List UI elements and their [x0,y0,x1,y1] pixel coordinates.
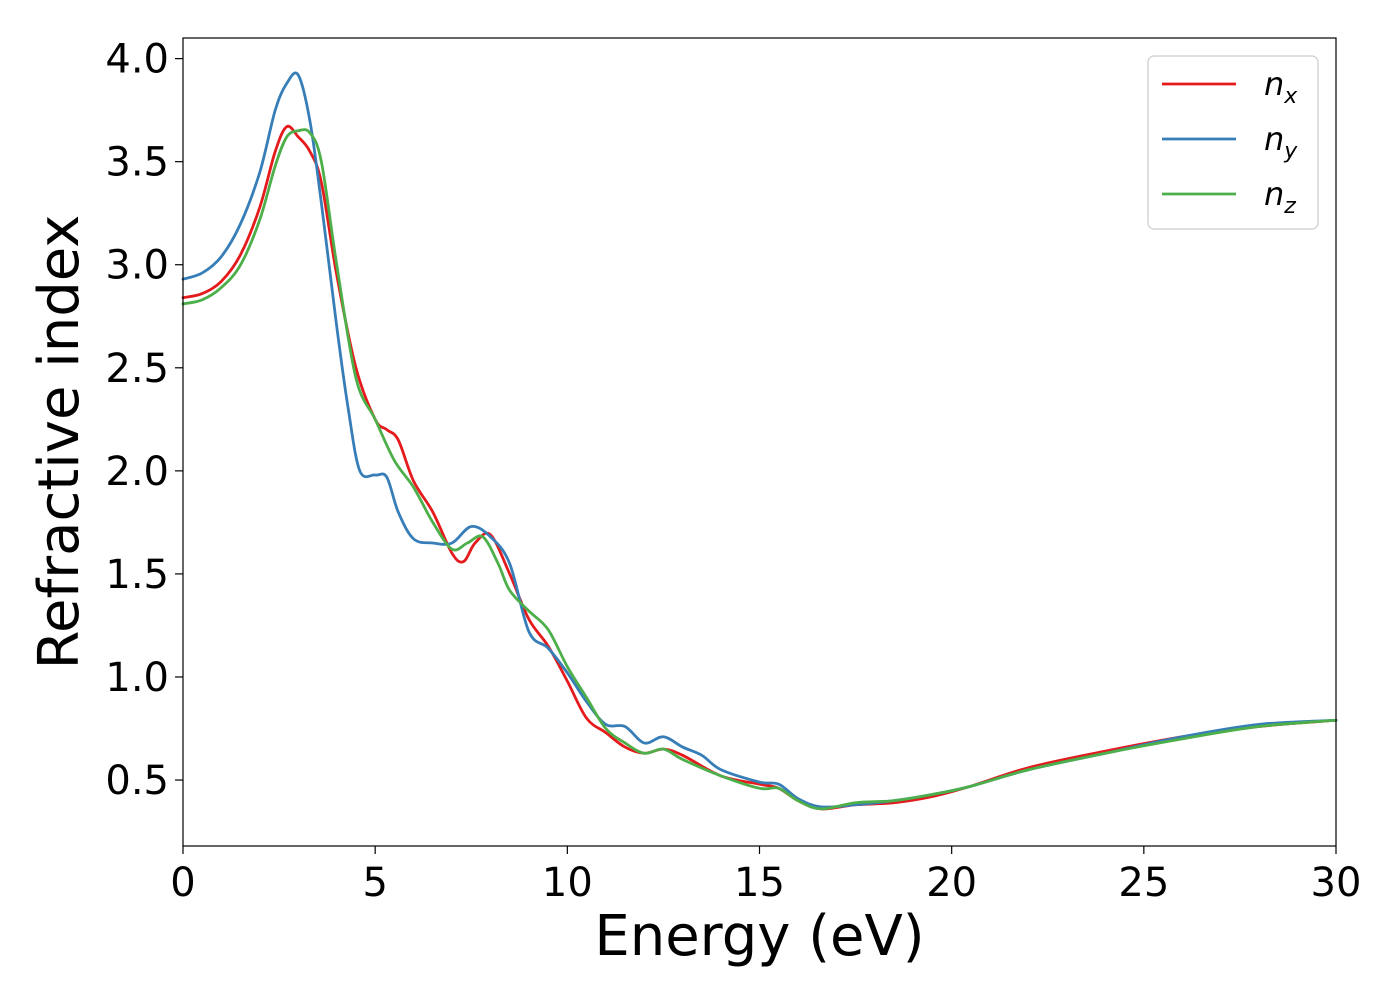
y-tick-label: 0.5 [105,758,169,804]
x-tick-label: 15 [734,860,785,906]
legend-label-subscript: x [1283,84,1298,109]
series-line-nx [181,124,1338,811]
y-tick-label: 2.0 [105,449,169,495]
legend-label-symbol: n [1264,120,1284,158]
series-line-nz [181,128,1338,811]
y-tick-label: 1.0 [105,655,169,701]
legend-label-subscript: z [1283,194,1296,219]
x-tick-label: 30 [1311,860,1362,906]
x-tick-label: 10 [542,860,593,906]
y-tick-label: 4.0 [105,37,169,83]
legend-label: ny [1264,120,1298,164]
x-tick-label: 25 [1118,860,1169,906]
y-tick-label: 3.5 [105,140,169,186]
series-layer [181,71,1338,811]
legend-label-subscript: y [1283,139,1298,164]
y-tick-label: 1.5 [105,552,169,598]
legend-label-symbol: n [1264,175,1284,213]
y-tick-label: 2.5 [105,346,169,392]
legend-label-symbol: n [1264,65,1284,103]
y-axis-label: Refractive index [27,215,92,670]
x-tick-label: 0 [170,860,195,906]
x-tick-label: 5 [362,860,387,906]
legend-label: nx [1264,65,1298,109]
legend-label: nz [1264,175,1296,219]
y-axis: 0.5 1.0 1.5 2.0 2.5 3.0 3.5 4.0 [105,37,183,804]
legend-box [1147,55,1319,230]
x-tick-label: 20 [926,860,977,906]
x-axis-label: Energy (eV) [594,904,924,969]
y-tick-label: 3.0 [105,243,169,289]
x-axis: 0 5 10 15 20 25 30 [170,846,1361,906]
